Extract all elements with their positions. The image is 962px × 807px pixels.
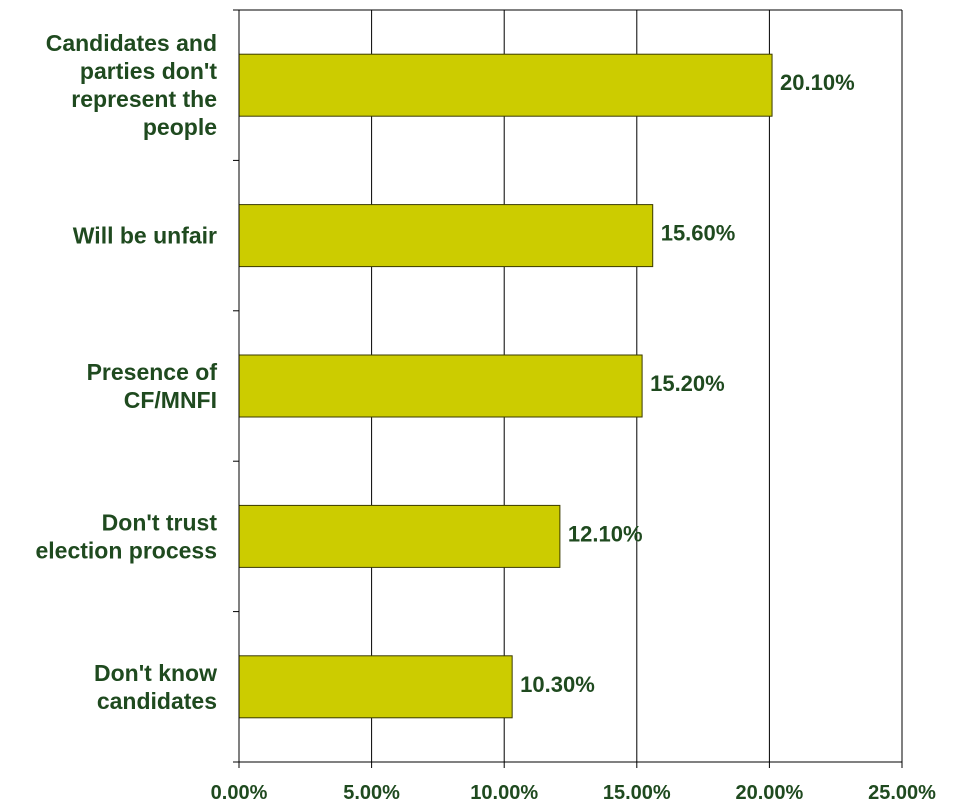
- category-label-2-line-0: Presence of: [87, 359, 218, 385]
- data-label-4: 10.30%: [520, 672, 595, 697]
- data-label-3: 12.10%: [568, 521, 643, 546]
- category-label-3-line-1: election process: [35, 537, 217, 563]
- x-tick-label-4: 20.00%: [735, 782, 803, 804]
- category-label-4-line-1: candidates: [97, 688, 217, 714]
- data-label-1: 15.60%: [661, 221, 736, 246]
- bar-3: [238, 504, 561, 568]
- category-label-0-line-0: Candidates and: [46, 30, 217, 56]
- bar-1: [238, 204, 654, 268]
- bar-0: [238, 53, 773, 117]
- category-label-2-line-1: CF/MNFI: [124, 387, 217, 413]
- data-label-0: 20.10%: [780, 70, 855, 95]
- bar-4: [238, 655, 513, 719]
- data-label-2: 15.20%: [650, 371, 725, 396]
- category-label-0-line-3: people: [143, 114, 217, 140]
- category-label-1-line-0: Will be unfair: [73, 223, 217, 249]
- x-tick-label-0: 0.00%: [211, 782, 268, 804]
- bar-2: [238, 354, 643, 418]
- category-label-4-line-0: Don't know: [94, 660, 217, 686]
- x-tick-label-1: 5.00%: [343, 782, 400, 804]
- category-label-3-line-0: Don't trust: [102, 509, 218, 535]
- axes: [233, 9, 903, 768]
- x-tick-label-5: 25.00%: [868, 782, 936, 804]
- x-tick-label-2: 10.00%: [470, 782, 538, 804]
- category-label-0-line-1: parties don't: [80, 58, 217, 84]
- x-tick-label-3: 15.00%: [603, 782, 671, 804]
- category-label-0-line-2: represent the: [71, 86, 217, 112]
